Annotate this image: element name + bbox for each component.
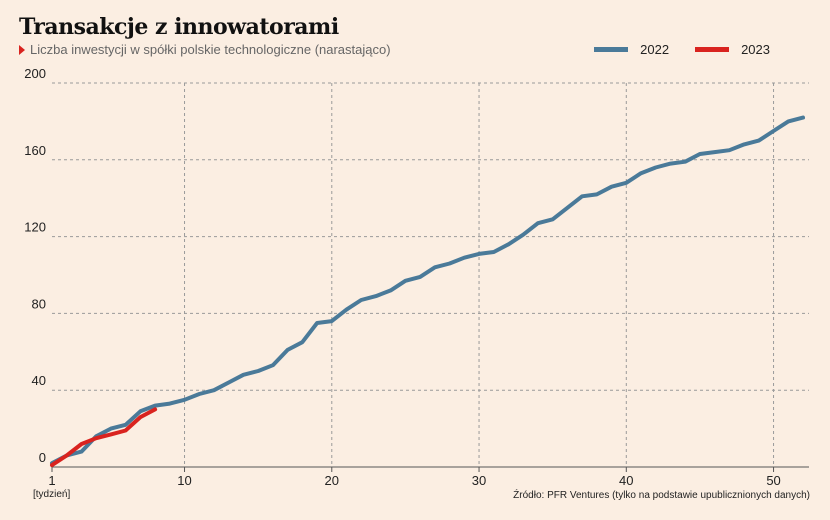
chart-title: Transakcje z innowatorami (19, 14, 339, 40)
chart-subtitle: Liczba inwestycji w spółki polskie techn… (19, 42, 391, 57)
series-lines (50, 115, 805, 468)
x-tick-label-40: 40 (619, 473, 633, 488)
x-axis-unit: [tydzień] (33, 489, 71, 500)
x-axis-ticks: 1 10 20 30 40 50 (48, 473, 780, 488)
legend-swatch-2023 (695, 47, 730, 52)
x-tick-label-20: 20 (325, 473, 339, 488)
x-tick-label-50: 50 (766, 473, 780, 488)
y-tick-label-120: 120 (24, 220, 46, 235)
legend-label-2022: 2022 (640, 42, 670, 57)
y-tick-label-80: 80 (32, 296, 46, 311)
x-tick-label-1: 1 (48, 473, 55, 488)
y-tick-label-0: 0 (39, 450, 46, 465)
x-tick-label-10: 10 (177, 473, 191, 488)
y-tick-label-160: 160 (24, 143, 46, 158)
legend-swatch-2022 (594, 47, 629, 52)
y-tick-label-200: 200 (24, 66, 46, 81)
triangle-bullet-icon (19, 44, 25, 55)
legend: 2022 2023 (568, 42, 770, 57)
grid (51, 82, 809, 472)
x-tick-label-30: 30 (472, 473, 486, 488)
source-note: Źródło: PFR Ventures (tylko na podstawie… (513, 490, 810, 501)
legend-item-2023: 2023 (695, 42, 770, 57)
legend-item-2022: 2022 (594, 42, 669, 57)
y-axis-ticks: 0 40 80 120 160 200 (24, 66, 46, 465)
series-line-2022 (50, 115, 805, 466)
subtitle-text: Liczba inwestycji w spółki polskie techn… (30, 42, 391, 57)
legend-label-2023: 2023 (741, 42, 770, 57)
series-line-2023 (50, 407, 158, 468)
y-tick-label-40: 40 (32, 373, 46, 388)
